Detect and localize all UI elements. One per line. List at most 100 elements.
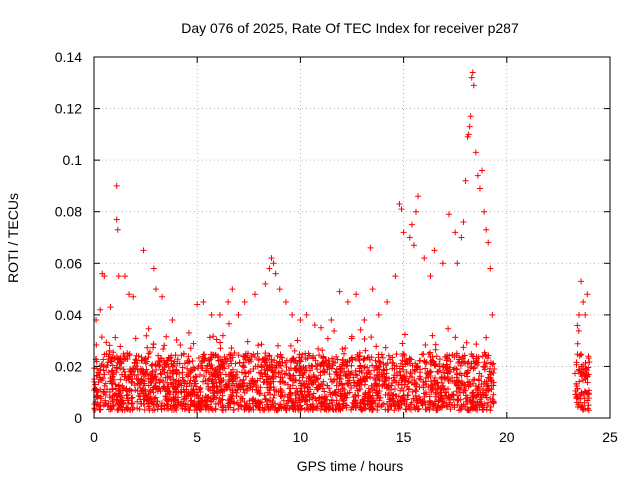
- roti-cluster-point: [274, 352, 281, 359]
- roti-cluster-point: [140, 370, 147, 377]
- y-tick-label: 0.12: [55, 101, 82, 117]
- roti-cluster-point: [385, 352, 392, 359]
- roti-cluster-point: [432, 374, 439, 381]
- y-tick-label: 0.06: [55, 255, 82, 271]
- roti-cluster-point: [487, 403, 494, 410]
- roti-cluster-point: [173, 377, 180, 384]
- roti-cluster-point: [485, 399, 492, 406]
- roti-cluster-point: [252, 402, 259, 409]
- roti-point: [375, 311, 382, 318]
- roti-cluster-point: [418, 400, 425, 407]
- roti-cluster-point: [97, 393, 104, 400]
- roti-cluster-point: [303, 393, 310, 400]
- roti-cluster-point: [357, 376, 364, 383]
- roti-cluster-point: [235, 405, 242, 412]
- roti-point: [311, 322, 318, 329]
- roti-cluster-point: [402, 375, 409, 382]
- roti-cluster-point: [422, 401, 429, 408]
- roti-cluster-point: [420, 379, 427, 386]
- roti-cluster-point: [405, 385, 412, 392]
- roti-point: [225, 298, 232, 305]
- roti-cluster-point: [379, 354, 386, 361]
- roti-cluster-point: [431, 361, 438, 368]
- roti-cluster-point: [319, 400, 326, 407]
- roti-cluster-point: [457, 362, 464, 369]
- roti-cluster-point: [389, 365, 396, 372]
- roti-cluster-point: [188, 397, 195, 404]
- roti-cluster-point: [136, 406, 143, 413]
- roti-point: [396, 200, 403, 207]
- roti-cluster-point: [147, 372, 154, 379]
- roti-cluster-point: [219, 392, 226, 399]
- roti-cluster-point: [114, 365, 121, 372]
- roti-point: [576, 311, 583, 318]
- roti-cluster-point: [104, 402, 111, 409]
- roti-cluster-point: [344, 381, 351, 388]
- roti-cluster-point: [366, 397, 373, 404]
- roti-cluster-point: [490, 398, 497, 405]
- roti-cluster-point: [381, 373, 388, 380]
- roti-cluster-point: [585, 353, 592, 360]
- roti-cluster-point: [345, 377, 352, 384]
- roti-cluster-point: [112, 334, 119, 341]
- roti-cluster-point: [164, 401, 171, 408]
- roti-cluster-point: [109, 362, 116, 369]
- roti-cluster-point: [571, 370, 578, 377]
- roti-cluster-point: [399, 340, 406, 347]
- roti-cluster-point: [433, 406, 440, 413]
- roti-cluster-point: [263, 376, 270, 383]
- roti-cluster-point: [391, 401, 398, 408]
- roti-cluster-point: [396, 368, 403, 375]
- roti-point: [361, 317, 368, 324]
- roti-cluster-point: [217, 369, 224, 376]
- roti-point: [216, 311, 223, 318]
- roti-cluster-point: [118, 360, 125, 367]
- roti-cluster-point: [178, 352, 185, 359]
- roti-cluster-point: [269, 403, 276, 410]
- roti-cluster-point: [377, 359, 384, 366]
- roti-cluster-point: [178, 389, 185, 396]
- roti-cluster-point: [296, 377, 303, 384]
- roti-cluster-point: [141, 357, 148, 364]
- roti-cluster-point: [333, 366, 340, 373]
- roti-cluster-point: [361, 400, 368, 407]
- roti-point: [152, 286, 159, 293]
- roti-cluster-point: [109, 385, 116, 392]
- roti-cluster-point: [161, 364, 168, 371]
- roti-cluster-point: [119, 407, 126, 414]
- roti-cluster-point: [314, 375, 321, 382]
- roti-cluster-point: [342, 345, 349, 352]
- roti-cluster-point: [309, 406, 316, 413]
- roti-cluster-point: [352, 391, 359, 398]
- roti-cluster-point: [299, 396, 306, 403]
- roti-cluster-point: [390, 398, 397, 405]
- roti-cluster-point: [481, 349, 488, 356]
- roti-cluster-point: [411, 366, 418, 373]
- roti-cluster-point: [337, 393, 344, 400]
- roti-cluster-point: [183, 371, 190, 378]
- roti-cluster-point: [161, 383, 168, 390]
- roti-cluster-point: [199, 378, 206, 385]
- roti-point: [476, 185, 483, 192]
- roti-cluster-point: [212, 401, 219, 408]
- roti-cluster-point: [275, 342, 282, 349]
- roti-point: [121, 273, 128, 280]
- roti-cluster-point: [214, 390, 221, 397]
- roti-cluster-point: [158, 406, 165, 413]
- x-tick-label: 20: [499, 429, 515, 445]
- roti-cluster-point: [310, 355, 317, 362]
- roti-cluster-point: [241, 353, 248, 360]
- roti-cluster-point: [93, 372, 100, 379]
- roti-cluster-point: [223, 384, 230, 391]
- roti-cluster-point: [173, 337, 180, 344]
- roti-cluster-point: [174, 356, 181, 363]
- roti-cluster-point: [133, 357, 140, 364]
- roti-cluster-point: [101, 351, 108, 358]
- roti-point: [113, 182, 120, 189]
- roti-cluster-point: [102, 380, 109, 387]
- roti-cluster-point: [473, 341, 480, 348]
- roti-cluster-point: [574, 322, 581, 329]
- roti-cluster-point: [362, 378, 369, 385]
- roti-cluster-point: [129, 364, 136, 371]
- roti-cluster-point: [395, 379, 402, 386]
